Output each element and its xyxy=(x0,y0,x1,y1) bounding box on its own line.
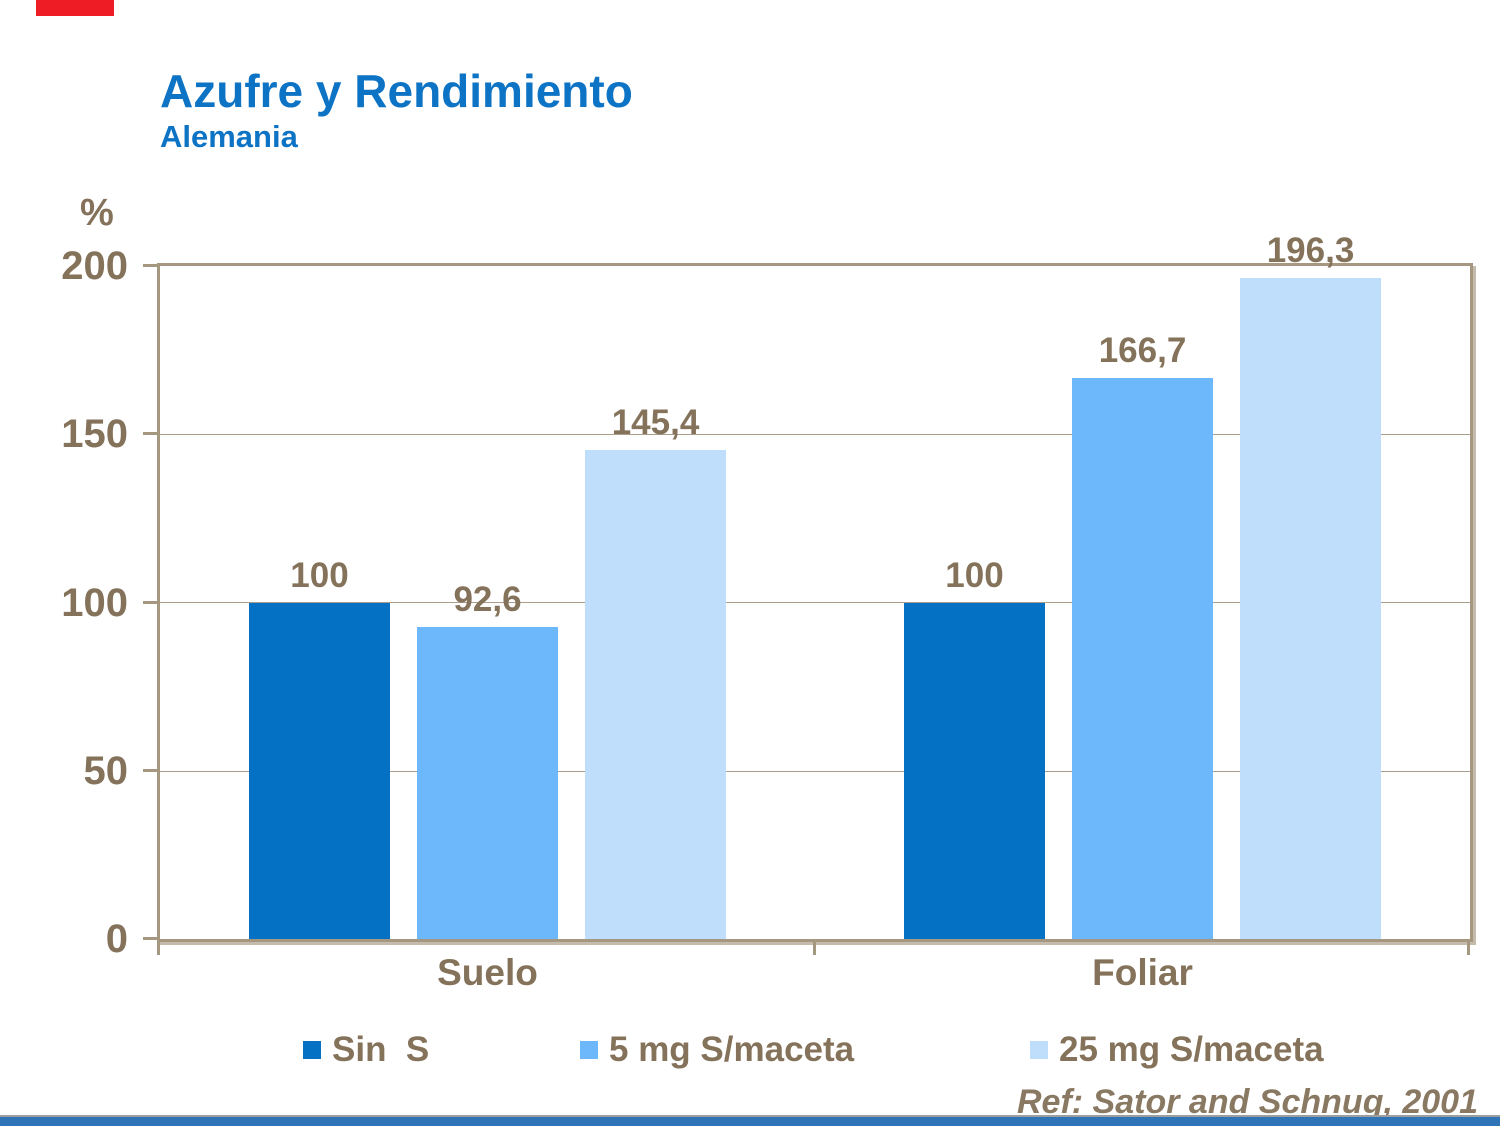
y-tick-50 xyxy=(143,769,157,772)
legend-item-sin-s: Sin S xyxy=(303,1030,429,1070)
bar-value-label: 145,4 xyxy=(611,402,700,442)
legend-swatch-25mg xyxy=(1030,1041,1048,1059)
category-label-foliar: Foliar xyxy=(1092,952,1193,993)
y-tick-label-200: 200 xyxy=(61,244,128,288)
x-tick-left xyxy=(157,942,160,955)
bar-value-label: 100 xyxy=(290,555,349,595)
y-tick-200 xyxy=(143,264,157,267)
legend-swatch-sin-s xyxy=(303,1041,321,1059)
category-label-suelo: Suelo xyxy=(437,952,538,993)
bar-value-label: 100 xyxy=(945,555,1004,595)
y-tick-label-100: 100 xyxy=(61,581,128,625)
x-tick-middle xyxy=(813,942,816,955)
y-tick-label-50: 50 xyxy=(83,749,129,793)
bar-value-label: 196,3 xyxy=(1266,231,1355,271)
y-tick-label-150: 150 xyxy=(61,412,128,456)
x-tick-right xyxy=(1467,942,1470,955)
bottom-divider-line xyxy=(0,1115,1500,1117)
legend-item-5mg: 5 mg S/maceta xyxy=(580,1030,854,1070)
chart-title: Azufre y Rendimiento xyxy=(160,65,633,117)
bar-suelo-25mg: 145,4 xyxy=(585,403,726,939)
legend-swatch-5mg xyxy=(580,1041,598,1059)
bar-suelo-sin-s: 100 xyxy=(249,556,390,939)
y-tick-label-0: 0 xyxy=(105,917,128,961)
y-tick-0 xyxy=(143,937,157,940)
plot-area: 100 92,6 145,4 100 166,7 196,3 xyxy=(143,231,1473,955)
gridline-50 xyxy=(160,771,1470,772)
bar-value-label: 92,6 xyxy=(453,580,522,620)
legend-label-25mg: 25 mg S/maceta xyxy=(1059,1030,1324,1069)
legend-item-25mg: 25 mg S/maceta xyxy=(1030,1030,1324,1070)
y-tick-100 xyxy=(143,601,157,604)
gridline-150 xyxy=(160,434,1470,435)
chart-subtitle: Alemania xyxy=(160,119,298,154)
y-tick-150 xyxy=(143,432,157,435)
bar-foliar-25mg: 196,3 xyxy=(1240,231,1381,939)
bar-value-label: 166,7 xyxy=(1098,331,1187,371)
bottom-accent-bar xyxy=(0,1117,1500,1126)
legend-label-sin-s: Sin S xyxy=(332,1030,430,1069)
bar-suelo-5mg: 92,6 xyxy=(417,580,558,939)
top-accent-bar xyxy=(36,0,114,16)
gridline-100 xyxy=(160,602,1470,603)
bar-foliar-sin-s: 100 xyxy=(904,556,1045,939)
bar-foliar-5mg: 166,7 xyxy=(1072,331,1213,939)
reference-text: Ref: Sator and Schnug, 2001 xyxy=(1017,1083,1478,1121)
legend-label-5mg: 5 mg S/maceta xyxy=(609,1030,855,1069)
y-axis-unit-label: % xyxy=(80,192,114,234)
